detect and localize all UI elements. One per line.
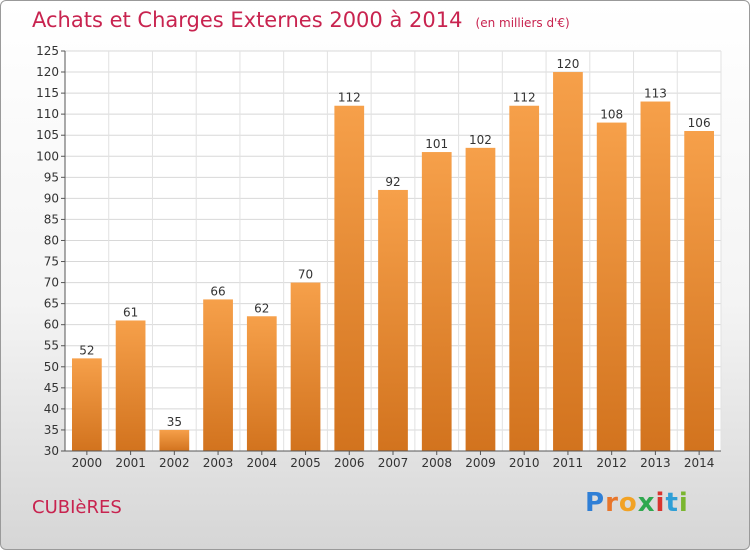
bar [421, 152, 452, 452]
y-tick-label: 35 [44, 423, 59, 437]
y-tick-label: 105 [36, 128, 59, 142]
title-row: Achats et Charges Externes 2000 à 2014 (… [32, 8, 570, 32]
chart-subtitle: (en milliers d'€) [475, 16, 570, 30]
y-tick-label: 45 [44, 381, 59, 395]
y-tick-label: 95 [44, 170, 59, 184]
data-label: 52 [79, 343, 94, 357]
y-tick-label: 110 [36, 107, 59, 121]
logo-letter: t [665, 488, 679, 518]
data-label: 112 [338, 91, 361, 105]
bar [246, 316, 277, 451]
x-tick-label: 2010 [509, 456, 540, 470]
y-tick-label: 30 [44, 444, 59, 458]
data-label: 62 [254, 301, 269, 315]
bar [509, 105, 540, 451]
bar [640, 101, 671, 452]
bar [334, 105, 365, 451]
logo-letter: r [605, 488, 619, 518]
logo-letter: P [585, 488, 606, 518]
logo-letter: i [678, 488, 689, 518]
x-tick-label: 2002 [159, 456, 190, 470]
data-label: 35 [167, 415, 182, 429]
data-label: 120 [556, 57, 579, 71]
bar [71, 358, 102, 451]
y-tick-label: 80 [44, 233, 59, 247]
x-tick-label: 2011 [553, 456, 584, 470]
data-label: 102 [469, 133, 492, 147]
y-tick-label: 60 [44, 318, 59, 332]
bar [159, 429, 190, 451]
y-tick-label: 85 [44, 212, 59, 226]
x-tick-label: 2003 [203, 456, 234, 470]
place-name: CUBIèRES [32, 497, 122, 518]
y-tick-label: 55 [44, 339, 59, 353]
x-tick-label: 2005 [290, 456, 321, 470]
x-tick-label: 2014 [684, 456, 715, 470]
data-label: 113 [644, 87, 667, 101]
data-label: 70 [298, 268, 313, 282]
x-tick-label: 2000 [72, 456, 103, 470]
bar [290, 282, 321, 451]
data-label: 106 [688, 116, 711, 130]
proxiti-logo: Proxiti [585, 488, 689, 518]
bar [553, 72, 583, 451]
logo-letter: i [655, 488, 666, 518]
chart-title: Achats et Charges Externes 2000 à 2014 [32, 8, 463, 32]
y-tick-label: 50 [44, 360, 59, 374]
y-tick-label: 40 [44, 402, 59, 416]
bar [596, 122, 627, 451]
x-tick-label: 2007 [378, 456, 409, 470]
data-label: 61 [123, 305, 138, 319]
x-tick-label: 2012 [596, 456, 627, 470]
x-tick-label: 2001 [115, 456, 146, 470]
logo-letter: x [637, 488, 656, 518]
x-tick-label: 2004 [247, 456, 278, 470]
logo-letter: o [618, 488, 638, 518]
x-tick-label: 2008 [421, 456, 452, 470]
y-tick-label: 90 [44, 191, 59, 205]
y-tick-label: 115 [36, 86, 59, 100]
x-tick-label: 2009 [465, 456, 496, 470]
x-tick-label: 2006 [334, 456, 365, 470]
bar [465, 147, 496, 451]
data-label: 66 [210, 284, 225, 298]
y-tick-label: 120 [36, 65, 59, 79]
bar [203, 299, 233, 451]
y-tick-label: 100 [36, 149, 59, 163]
data-label: 101 [425, 137, 448, 151]
data-label: 92 [385, 175, 400, 189]
y-tick-label: 70 [44, 276, 59, 290]
bar [378, 189, 408, 451]
y-tick-label: 65 [44, 297, 59, 311]
x-tick-label: 2013 [640, 456, 671, 470]
bar [684, 131, 715, 451]
y-tick-label: 125 [36, 44, 59, 58]
bar [115, 320, 146, 451]
data-label: 112 [513, 91, 536, 105]
data-label: 108 [600, 108, 623, 122]
y-tick-label: 75 [44, 255, 59, 269]
